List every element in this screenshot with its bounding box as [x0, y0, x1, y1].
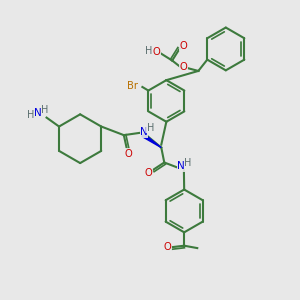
Text: H: H [147, 123, 154, 133]
Text: N: N [177, 161, 185, 171]
Polygon shape [142, 134, 161, 148]
Text: H: H [145, 46, 153, 56]
Text: O: O [180, 41, 188, 51]
Text: O: O [124, 148, 132, 159]
Text: O: O [180, 62, 188, 72]
Text: Br: Br [128, 81, 138, 91]
Text: N: N [34, 108, 42, 118]
Text: N: N [140, 127, 148, 137]
Text: O: O [164, 242, 171, 252]
Text: H: H [27, 110, 35, 120]
Text: H: H [41, 105, 49, 115]
Text: O: O [145, 168, 153, 178]
Text: H: H [184, 158, 192, 168]
Text: O: O [152, 47, 160, 57]
